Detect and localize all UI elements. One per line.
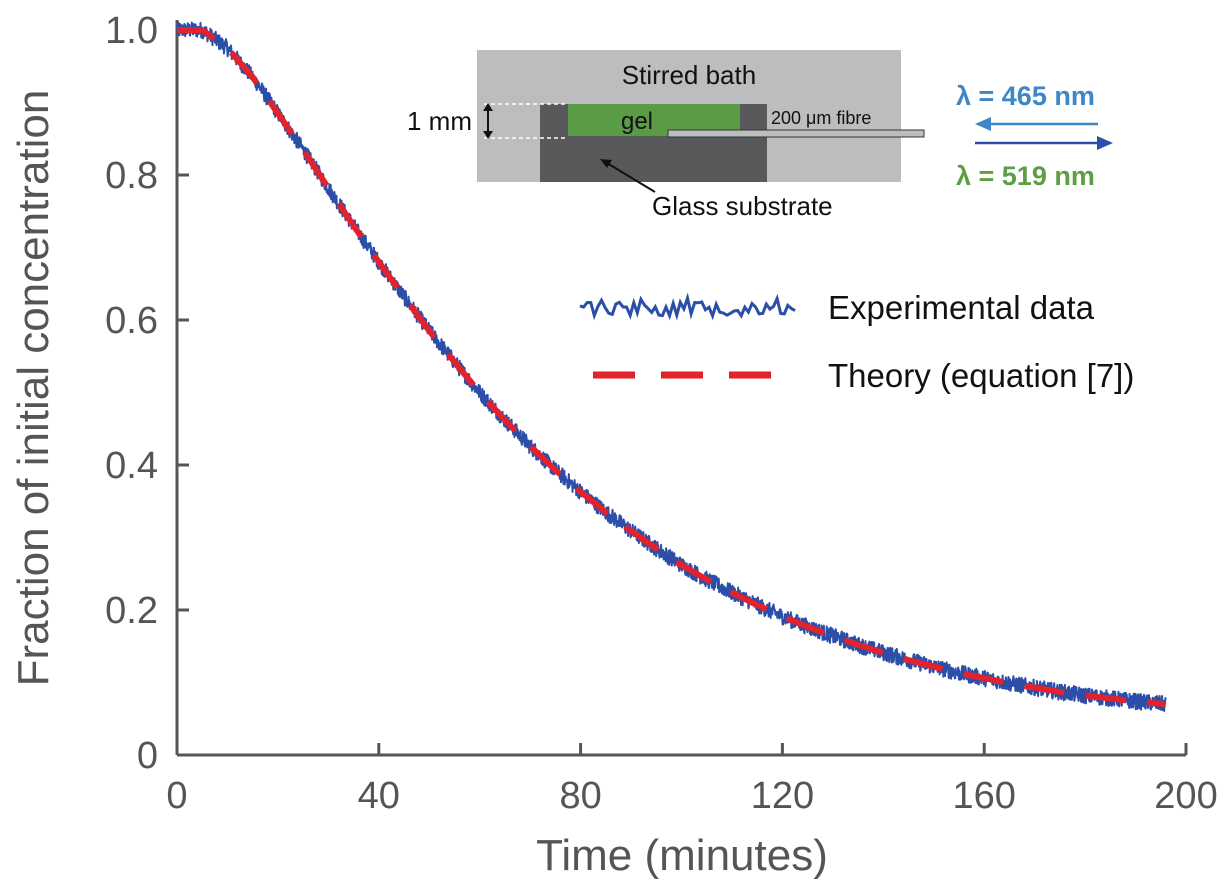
x-tick-label: 160: [952, 775, 1015, 817]
thickness-arrowhead-up: [483, 103, 493, 111]
x-axis-title: Time (minutes): [536, 831, 828, 880]
y-tick-label: 0.8: [105, 155, 158, 197]
legend-experimental-label: Experimental data: [828, 289, 1095, 326]
x-tick-label: 200: [1154, 775, 1217, 817]
inset-diagram: Stirred bath gel 200 μm fibre 1 mm Glass…: [407, 50, 925, 221]
x-tick-label: 0: [166, 775, 187, 817]
thickness-label: 1 mm: [407, 106, 472, 136]
emission-wavelength-label: λ = 519 nm: [956, 161, 1095, 191]
x-ticks: 0 40 80 120 160 200: [166, 743, 1218, 817]
y-tick-label: 0.6: [105, 300, 158, 342]
excitation-arrowhead: [975, 117, 991, 131]
substrate-pointer: [606, 162, 656, 193]
x-tick-label: 80: [559, 775, 601, 817]
y-ticks: 0 0.2 0.4 0.6 0.8 1.0: [105, 10, 189, 777]
gel-label: gel: [621, 108, 653, 135]
emission-arrowhead: [1097, 136, 1113, 150]
y-tick-label: 0.2: [105, 590, 158, 632]
theory-line: [177, 27, 1167, 708]
series-layer: [176, 21, 1167, 712]
y-tick-label: 1.0: [105, 10, 158, 52]
stirred-bath-label: Stirred bath: [622, 60, 756, 90]
x-tick-label: 40: [358, 775, 400, 817]
thickness-arrowhead-down: [483, 131, 493, 139]
y-tick-label: 0.4: [105, 445, 158, 487]
light-path: λ = 465 nm λ = 519 nm: [956, 81, 1113, 191]
fibre-label: 200 μm fibre: [771, 108, 871, 128]
x-tick-label: 120: [751, 775, 814, 817]
substrate-pointer-head: [600, 159, 612, 168]
optical-fibre: [667, 129, 925, 138]
legend-theory-label: Theory (equation [7]): [828, 357, 1134, 394]
y-axis-title: Fraction of initial concentration: [9, 90, 58, 687]
substrate-label: Glass substrate: [652, 191, 833, 221]
legend: Experimental data Theory (equation [7]): [579, 289, 1134, 394]
y-tick-label: 0: [137, 735, 158, 777]
legend-experimental-swatch: [579, 292, 796, 321]
excitation-wavelength-label: λ = 465 nm: [956, 81, 1095, 111]
